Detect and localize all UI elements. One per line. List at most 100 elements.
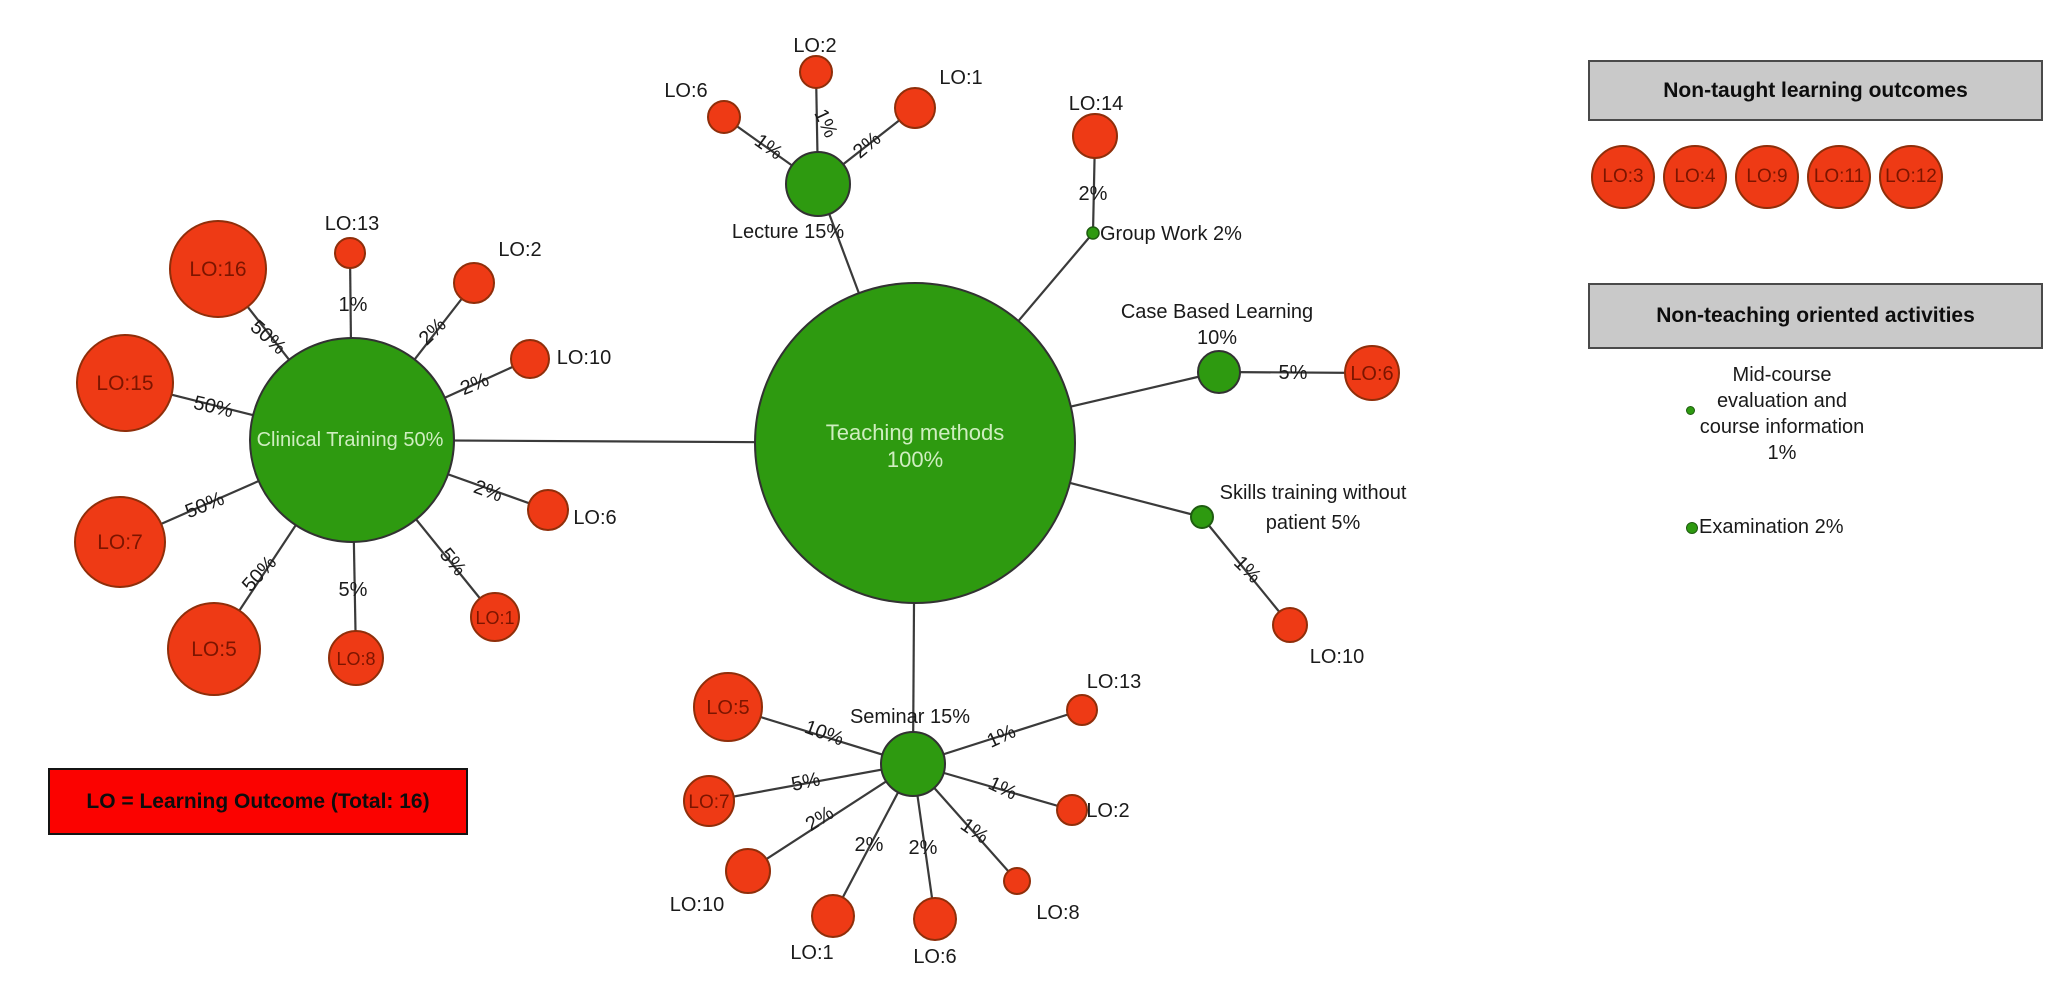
legend-non-taught-circles: LO:3 LO:4 LO:9 LO:11 LO:12 xyxy=(1591,145,1943,209)
examination-dot-icon xyxy=(1686,521,1698,534)
node-sem_lo5 xyxy=(693,672,763,742)
node-teaching xyxy=(754,282,1076,604)
edge-label: 2% xyxy=(855,834,884,856)
edge-seminar-sem_lo7 xyxy=(708,762,914,803)
node-sk_lo10 xyxy=(1272,607,1308,643)
legend-non-teaching-panel: Non-teaching oriented activities xyxy=(1588,283,2043,349)
node-label-cl_lo6: LO:6 xyxy=(573,507,616,529)
legend-non-teaching-title: Non-teaching oriented activities xyxy=(1656,304,1975,327)
edge-skills-sk_lo10 xyxy=(1201,516,1291,626)
node-sem_lo1 xyxy=(811,894,855,938)
node-label-sem_lo10: LO:10 xyxy=(670,894,724,916)
node-sem_lo13 xyxy=(1066,694,1098,726)
node-cl_lo8 xyxy=(328,630,384,686)
node-label-cl_lo15: LO:15 xyxy=(96,372,153,395)
node-label-cl_lo16: LO:16 xyxy=(189,258,246,281)
node-seminar xyxy=(880,731,946,797)
node-label-cbl: Case Based Learning xyxy=(1121,301,1313,323)
node-cl_lo6 xyxy=(527,489,569,531)
edge-label: 5% xyxy=(1279,362,1308,384)
edge-label: 1% xyxy=(809,106,841,142)
node-label-lecture: Lecture 15% xyxy=(732,221,845,243)
node-label-cl_lo8: LO:8 xyxy=(336,649,375,669)
edge-label: 5% xyxy=(339,579,368,601)
node-label-cl_lo10: LO:10 xyxy=(557,347,611,369)
midcourse-dot-icon xyxy=(1686,406,1695,415)
legend-midcourse-item: Mid-course evaluation and course informa… xyxy=(1642,362,1922,466)
legend-examination-item: Examination 2% xyxy=(1686,516,1844,539)
node-lec_lo1 xyxy=(894,87,936,129)
edge-label: 1% xyxy=(750,130,786,165)
node-label-sem_lo13: LO:13 xyxy=(1087,671,1141,693)
node-sem_lo7 xyxy=(683,775,735,827)
node-cl_lo13 xyxy=(334,237,366,269)
node-label-sem_lo7: LO:7 xyxy=(688,792,729,813)
node-label-skills: Skills training without xyxy=(1220,482,1407,504)
node-groupwork xyxy=(1086,226,1100,240)
node-label-teaching: 100% xyxy=(887,447,943,472)
node-sem_lo2 xyxy=(1056,794,1088,826)
node-label-cbl_lo6: LO:6 xyxy=(1350,363,1393,385)
node-cbl_lo6 xyxy=(1344,345,1400,401)
legend-outcome-circle: LO:9 xyxy=(1735,145,1799,209)
node-label-skills: patient 5% xyxy=(1266,512,1361,534)
node-label-clinical: Clinical Training 50% xyxy=(257,429,444,451)
node-label-cl_lo2: LO:2 xyxy=(498,239,541,261)
node-label-sem_lo6: LO:6 xyxy=(913,946,956,968)
node-lec_lo2 xyxy=(799,55,833,89)
legend-outcome-circle: LO:3 xyxy=(1591,145,1655,209)
edge-label: 2% xyxy=(802,802,838,836)
edge-label: 1% xyxy=(985,772,1021,804)
edge-label: 1% xyxy=(339,294,368,316)
node-label-sk_lo10: LO:10 xyxy=(1310,646,1364,668)
legend-non-taught-panel: Non-taught learning outcomes xyxy=(1588,60,2043,121)
node-cbl xyxy=(1197,350,1241,394)
legend-outcome-circle: LO:4 xyxy=(1663,145,1727,209)
lo-definition-label: LO = Learning Outcome (Total: 16) xyxy=(86,789,430,813)
node-label-lec_lo1: LO:1 xyxy=(939,67,982,89)
examination-label: Examination 2% xyxy=(1699,516,1844,538)
node-label-groupwork: Group Work 2% xyxy=(1100,223,1242,245)
node-cl_lo7 xyxy=(74,496,166,588)
node-label-lec_lo6: LO:6 xyxy=(664,80,707,102)
edge-label: 2% xyxy=(471,476,506,507)
node-cl_lo5 xyxy=(167,602,261,696)
node-label-gw_lo14: LO:14 xyxy=(1069,93,1123,115)
node-gw_lo14 xyxy=(1072,113,1118,159)
node-label-sem_lo5: LO:5 xyxy=(706,697,749,719)
node-cl_lo1 xyxy=(470,592,520,642)
node-skills xyxy=(1190,505,1214,529)
edge-label: 5% xyxy=(789,768,822,796)
legend-non-taught-title: Non-taught learning outcomes xyxy=(1663,78,1968,102)
edge-label: 50% xyxy=(191,392,235,422)
node-label-cl_lo13: LO:13 xyxy=(325,213,379,235)
node-label-sem_lo8: LO:8 xyxy=(1036,902,1079,924)
node-label-cl_lo5: LO:5 xyxy=(191,638,237,661)
node-cl_lo2 xyxy=(453,262,495,304)
edge-label: 1% xyxy=(984,720,1020,752)
node-cl_lo15 xyxy=(76,334,174,432)
node-label-cbl: 10% xyxy=(1197,327,1237,349)
midcourse-label: Mid-course evaluation and course informa… xyxy=(1699,364,1865,464)
node-label-seminar: Seminar 15% xyxy=(850,706,970,728)
node-sem_lo8 xyxy=(1003,867,1031,895)
edge-label: 50% xyxy=(182,488,228,523)
edge-label: 10% xyxy=(801,716,846,750)
legend-outcome-circle: LO:12 xyxy=(1879,145,1943,209)
node-label-sem_lo1: LO:1 xyxy=(790,942,833,964)
node-clinical xyxy=(249,337,455,543)
node-label-cl_lo1: LO:1 xyxy=(475,608,514,628)
legend-outcome-circle: LO:11 xyxy=(1807,145,1871,209)
node-lec_lo6 xyxy=(707,100,741,134)
node-label-lec_lo2: LO:2 xyxy=(793,35,836,57)
edge-label: 2% xyxy=(849,128,885,164)
node-label-cl_lo7: LO:7 xyxy=(97,531,143,554)
node-label-teaching: Teaching methods xyxy=(826,420,1005,445)
node-label-sem_lo2: LO:2 xyxy=(1086,800,1129,822)
node-cl_lo16 xyxy=(169,220,267,318)
node-sem_lo6 xyxy=(913,897,957,941)
lo-definition-box: LO = Learning Outcome (Total: 16) xyxy=(48,768,468,835)
node-sem_lo10 xyxy=(725,848,771,894)
